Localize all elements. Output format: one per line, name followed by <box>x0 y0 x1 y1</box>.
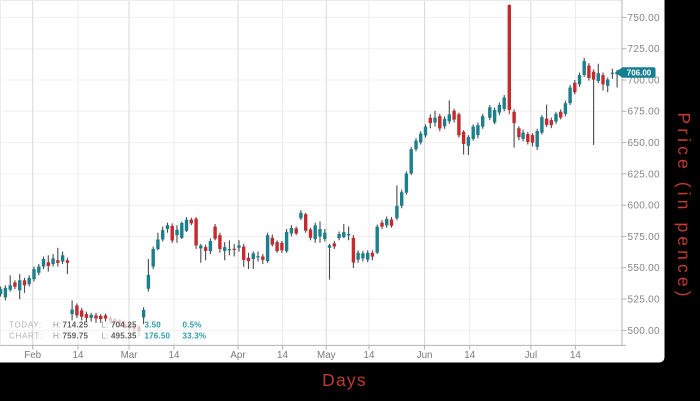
svg-text:0.5%: 0.5% <box>183 321 202 330</box>
svg-text:525.00: 525.00 <box>628 295 661 306</box>
svg-text:704.25: 704.25 <box>111 321 137 330</box>
svg-text:675.00: 675.00 <box>628 107 661 118</box>
svg-text:750.00: 750.00 <box>628 13 661 24</box>
svg-text:700.00: 700.00 <box>628 75 661 86</box>
svg-text:L:: L: <box>102 321 109 330</box>
svg-text:14: 14 <box>364 350 375 361</box>
svg-text:575.00: 575.00 <box>628 232 661 243</box>
svg-text:Days: Days <box>322 370 367 390</box>
svg-text:33.3%: 33.3% <box>183 332 207 341</box>
svg-text:Apr: Apr <box>230 350 246 361</box>
svg-text:H:: H: <box>53 321 61 330</box>
svg-text:14: 14 <box>570 350 581 361</box>
svg-text:495.35: 495.35 <box>111 332 137 341</box>
svg-text:Jul: Jul <box>525 350 538 361</box>
svg-text:CHART:: CHART: <box>9 332 42 341</box>
svg-text:550.00: 550.00 <box>628 263 661 274</box>
svg-text:Feb: Feb <box>24 350 41 361</box>
svg-text:TODAY:: TODAY: <box>9 321 42 330</box>
svg-text:Jun: Jun <box>417 350 433 361</box>
svg-text:759.75: 759.75 <box>63 332 89 341</box>
svg-text:May: May <box>317 350 336 361</box>
svg-text:L:: L: <box>102 332 109 341</box>
svg-text:725.00: 725.00 <box>628 44 661 55</box>
svg-text:Price (in pence): Price (in pence) <box>674 112 694 300</box>
svg-text:714.25: 714.25 <box>63 321 89 330</box>
svg-text:14: 14 <box>169 350 180 361</box>
svg-text:H:: H: <box>53 332 61 341</box>
svg-text:3.50: 3.50 <box>145 321 162 330</box>
svg-text:600.00: 600.00 <box>628 201 661 212</box>
svg-text:706.00: 706.00 <box>627 68 652 77</box>
svg-text:Mar: Mar <box>121 350 139 361</box>
svg-text:500.00: 500.00 <box>628 326 661 337</box>
svg-text:650.00: 650.00 <box>628 138 661 149</box>
svg-text:14: 14 <box>73 350 84 361</box>
svg-text:14: 14 <box>464 350 475 361</box>
svg-text:176.50: 176.50 <box>145 332 171 341</box>
svg-text:14: 14 <box>277 350 288 361</box>
svg-text:625.00: 625.00 <box>628 169 661 180</box>
